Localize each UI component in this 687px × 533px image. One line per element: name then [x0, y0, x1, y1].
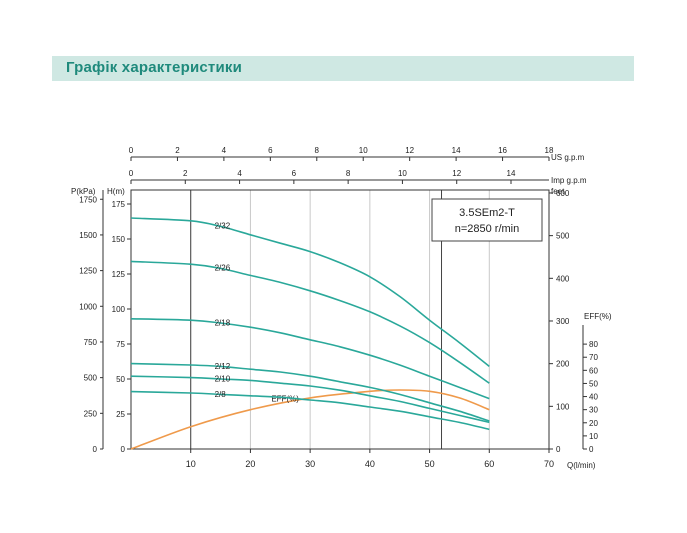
pressure-tick-label: 500 — [84, 374, 98, 383]
model-name: 3.5SEm2-T — [459, 207, 515, 219]
curve-label: 2/8 — [215, 390, 227, 399]
feet-axis-label: feet — [551, 187, 565, 196]
eff-tick-label: 70 — [589, 353, 598, 362]
pressure-tick-label: 250 — [84, 409, 98, 418]
head-curve-2-26 — [130, 260, 490, 384]
eff-tick-label: 10 — [589, 432, 598, 441]
top-us-tick-label: 10 — [359, 146, 368, 155]
x-tick-label: 70 — [544, 459, 554, 469]
head-tick-label: 50 — [116, 375, 125, 384]
curve-label: 2/32 — [215, 221, 231, 230]
head-tick-label: 75 — [116, 340, 125, 349]
top-us-tick-label: 16 — [498, 146, 507, 155]
x-tick-label: 10 — [186, 459, 196, 469]
model-speed: n=2850 r/min — [455, 223, 520, 235]
head-curve-2-8 — [130, 390, 490, 431]
curve-label: 2/12 — [215, 362, 231, 371]
head-tick-label: 100 — [112, 305, 126, 314]
head-curve-2-10 — [130, 375, 490, 424]
top-us-tick-label: 18 — [545, 146, 554, 155]
eff-tick-label: 40 — [589, 393, 598, 402]
head-tick-label: 125 — [112, 270, 126, 279]
top-imp-tick-label: 0 — [129, 169, 134, 178]
top-us-tick-label: 12 — [405, 146, 414, 155]
top-imp-tick-label: 14 — [507, 169, 516, 178]
top-us-unit: US g.p.m — [551, 153, 585, 162]
efficiency-curve-label: EFF(%) — [271, 394, 299, 403]
x-tick-label: 30 — [305, 459, 315, 469]
pressure-tick-label: 0 — [93, 445, 98, 454]
top-imp-tick-label: 2 — [183, 169, 188, 178]
pressure-tick-label: 750 — [84, 338, 98, 347]
top-us-tick-label: 8 — [315, 146, 320, 155]
eff-tick-label: 80 — [589, 340, 598, 349]
feet-tick-label: 400 — [556, 274, 570, 283]
pressure-tick-label: 1000 — [79, 302, 97, 311]
top-imp-tick-label: 10 — [398, 169, 407, 178]
x-tick-label: 50 — [425, 459, 435, 469]
efficiency-curve — [130, 389, 490, 450]
x-axis-label: Q(l/min) — [567, 461, 596, 470]
pressure-tick-label: 1750 — [79, 195, 97, 204]
top-us-tick-label: 6 — [268, 146, 273, 155]
top-imp-tick-label: 8 — [346, 169, 351, 178]
eff-axis-label: EFF(%) — [584, 312, 612, 321]
feet-tick-label: 100 — [556, 402, 570, 411]
top-imp-tick-label: 12 — [452, 169, 461, 178]
curve-label: 2/18 — [215, 318, 231, 327]
title-banner: Графік характеристики — [52, 56, 634, 81]
head-tick-label: 0 — [121, 445, 126, 454]
x-tick-label: 40 — [365, 459, 375, 469]
eff-tick-label: 30 — [589, 406, 598, 415]
eff-tick-label: 50 — [589, 379, 598, 388]
feet-tick-label: 500 — [556, 232, 570, 241]
pressure-tick-label: 1500 — [79, 231, 97, 240]
feet-tick-label: 600 — [556, 189, 570, 198]
feet-tick-label: 200 — [556, 360, 570, 369]
pressure-tick-label: 1250 — [79, 267, 97, 276]
eff-tick-label: 20 — [589, 419, 598, 428]
curve-label: 2/10 — [215, 375, 231, 384]
top-us-tick-label: 4 — [222, 146, 227, 155]
curve-label: 2/26 — [215, 264, 231, 273]
head-curve-2-12 — [130, 362, 490, 422]
top-imp-unit: Imp g.p.m — [551, 176, 587, 185]
model-box — [431, 198, 543, 242]
top-us-tick-label: 2 — [175, 146, 180, 155]
top-us-tick-label: 0 — [129, 146, 134, 155]
feet-tick-label: 300 — [556, 317, 570, 326]
x-tick-label: 20 — [245, 459, 255, 469]
top-imp-tick-label: 6 — [292, 169, 297, 178]
eff-tick-label: 60 — [589, 366, 598, 375]
head-tick-label: 175 — [112, 200, 126, 209]
top-imp-tick-label: 4 — [237, 169, 242, 178]
feet-tick-label: 0 — [556, 445, 561, 454]
head-curve-2-18 — [130, 318, 490, 400]
head-tick-label: 25 — [116, 410, 125, 419]
page-title: Графік характеристики — [66, 59, 243, 76]
x-tick-label: 60 — [484, 459, 494, 469]
head-tick-label: 150 — [112, 235, 126, 244]
eff-tick-label: 0 — [589, 445, 594, 454]
head-curve-2-32 — [130, 217, 490, 368]
top-us-tick-label: 14 — [452, 146, 461, 155]
pressure-axis-label: P(kPa) — [71, 187, 96, 196]
head-axis-label: H(m) — [107, 187, 125, 196]
